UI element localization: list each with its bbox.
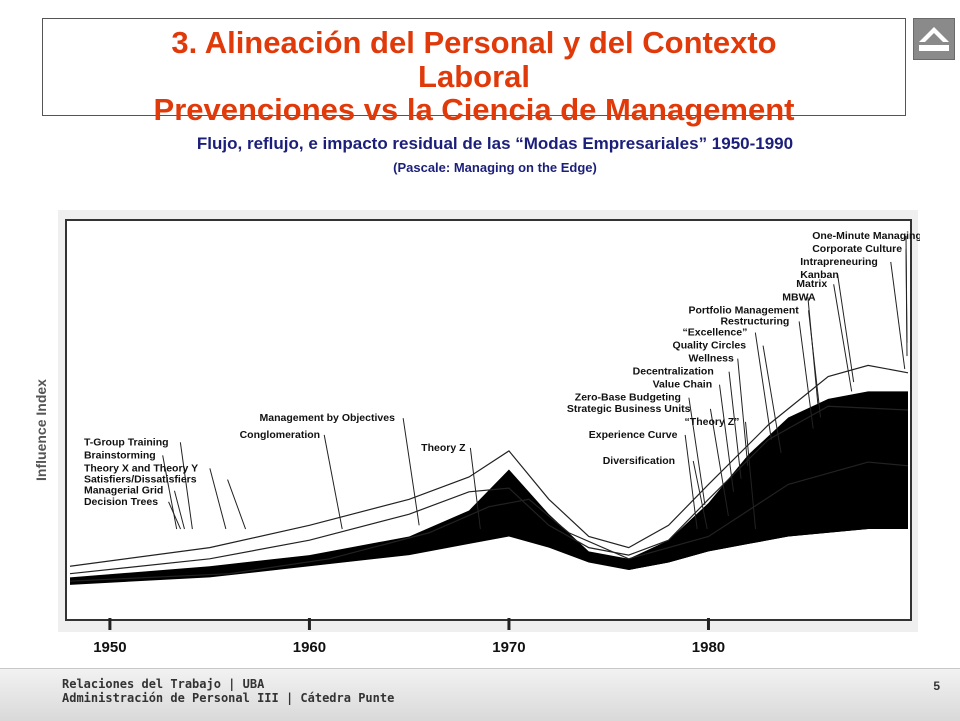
area-band-1 [628, 510, 908, 570]
plot-area [65, 219, 912, 621]
leader-line [227, 479, 247, 530]
fad-label: Theory X and Theory Y [84, 462, 198, 474]
leader-line [745, 421, 757, 530]
fad-label: T-Group Training [84, 436, 169, 448]
slide-title: 3. Alineación del Personal y del Context… [42, 26, 906, 127]
leader-line [469, 447, 481, 530]
leader-line [728, 371, 742, 479]
fad-label: Wellness [689, 353, 734, 365]
leader-line [168, 501, 182, 530]
leader-line [837, 274, 855, 383]
fad-label: Satisfiers/Dissatisfiers [84, 474, 197, 486]
leader-line [905, 248, 908, 357]
x-tick-label: 1970 [492, 639, 525, 656]
fad-label: Decision Trees [84, 496, 158, 508]
leader-line [692, 460, 708, 530]
home-arrow-icon [919, 27, 949, 51]
trend-line-1 [69, 405, 909, 575]
area-band-0 [70, 391, 908, 585]
leader-line [709, 408, 729, 517]
footer: Relaciones del Trabajo | UBA Administrac… [0, 668, 960, 721]
leader-line [798, 321, 814, 429]
x-tick-label: 1980 [692, 639, 725, 656]
fad-label: Matrix [796, 278, 827, 290]
leader-line [162, 455, 178, 530]
footer-line-2: Administración de Personal III | Cátedra… [62, 691, 395, 705]
title-line-2: Laboral [418, 59, 530, 94]
fad-label: Decentralization [633, 366, 714, 378]
leader-line [209, 468, 227, 530]
fad-label: Strategic Business Units [567, 403, 691, 415]
y-axis-label: Influence Index [33, 379, 49, 481]
leader-line [402, 418, 420, 526]
leader-line [688, 397, 706, 505]
fad-label: Experience Curve [589, 429, 678, 441]
fad-label: Conglomeration [240, 429, 321, 441]
leader-line [754, 332, 772, 440]
fad-label: Quality Circles [673, 340, 747, 352]
leader-line [890, 261, 906, 370]
fad-label: Value Chain [653, 379, 713, 391]
fad-label: Zero-Base Budgeting [575, 392, 681, 404]
x-tick-label: 1960 [293, 639, 326, 656]
fad-label: “Theory Z” [685, 416, 740, 428]
leader-line [684, 434, 698, 530]
fad-label: Kanban [800, 269, 839, 281]
leader-line [179, 442, 193, 530]
fad-label: “Excellence” [683, 327, 748, 339]
fad-label: Management by Objectives [260, 412, 396, 424]
leader-line [737, 358, 749, 466]
title-box [42, 18, 906, 116]
fad-label: Portfolio Management [689, 304, 800, 316]
page-number: 5 [933, 679, 940, 693]
chart-source: (Pascale: Managing on the Edge) [393, 160, 597, 175]
fad-label: Managerial Grid [84, 485, 163, 497]
x-tick-label: 1950 [93, 639, 126, 656]
leader-line [833, 284, 853, 392]
leader-line [173, 490, 185, 530]
home-button[interactable] [913, 18, 955, 60]
leader-line [762, 345, 782, 453]
fad-label: Restructuring [720, 315, 789, 327]
fad-label: MBWA [782, 291, 816, 303]
leader-line [808, 310, 822, 418]
fad-label: Theory Z [421, 442, 466, 454]
chart-subtitle: Flujo, reflujo, e impacto residual de la… [196, 134, 794, 153]
leader-line [719, 384, 735, 492]
footer-line-1: Relaciones del Trabajo | UBA [62, 677, 265, 691]
title-line-3: Prevenciones vs la Ciencia de Management [153, 92, 795, 127]
title-line-1: 3. Alineación del Personal y del Context… [171, 25, 777, 60]
fad-label: Corporate Culture [812, 243, 902, 255]
leader-line [323, 434, 343, 530]
trend-line-2 [69, 461, 909, 582]
fad-label: Brainstorming [84, 449, 156, 461]
fad-label: One-Minute Managing [812, 230, 920, 242]
fad-label: Diversification [603, 455, 675, 467]
fad-label: Intrapreneuring [800, 256, 878, 268]
